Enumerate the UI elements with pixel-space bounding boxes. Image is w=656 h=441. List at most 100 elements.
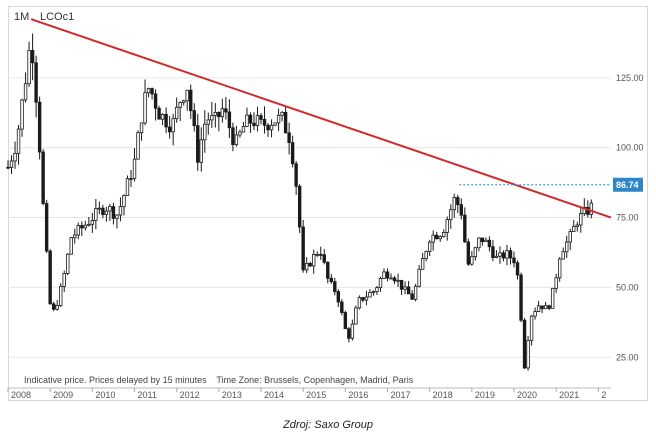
candle-body [132, 158, 137, 179]
candle-body [459, 204, 464, 216]
plot-border [8, 6, 648, 401]
candle-body [94, 208, 98, 221]
candle-body [30, 50, 35, 64]
x-tick-label: 2010 [95, 390, 115, 400]
candle-body [431, 234, 435, 243]
candle-body [297, 185, 302, 228]
candle-body [13, 153, 17, 162]
candle-body [199, 139, 203, 163]
candle-body [547, 305, 551, 309]
candle-body [438, 236, 442, 240]
candle-body [129, 178, 133, 180]
candle-body [512, 257, 516, 264]
candle-body [519, 274, 523, 321]
candle-body [104, 210, 109, 215]
candle-body [241, 126, 246, 133]
candle-body [389, 277, 393, 280]
candle-body [118, 206, 123, 216]
candle-body [333, 281, 337, 292]
candle-body [589, 202, 594, 215]
candle-body [231, 127, 235, 146]
candle-body [276, 114, 281, 124]
candle-body [442, 232, 446, 238]
candle-body [382, 271, 386, 279]
candle-body [312, 253, 316, 267]
candle-body [34, 62, 38, 103]
candle-body [536, 305, 541, 312]
candle-body [76, 225, 80, 236]
candle-body [203, 123, 207, 141]
x-tick-label: 2016 [348, 390, 368, 400]
candle-body [487, 239, 492, 248]
candle-body [269, 124, 274, 131]
candle-body [66, 253, 70, 274]
candle-body [494, 255, 499, 258]
y-tick-label: 100.00 [616, 143, 644, 153]
x-tick-label: 2015 [306, 390, 326, 400]
candle-body [160, 113, 165, 120]
candle-body [347, 328, 351, 339]
candle-body [501, 252, 506, 259]
candle-body [273, 122, 277, 126]
resistance-trendline [30, 18, 612, 219]
candle-body [575, 224, 579, 227]
candle-body [192, 110, 196, 127]
candle-body [217, 112, 221, 118]
candle-body [9, 160, 14, 168]
candle-body [213, 112, 218, 116]
candle-body [136, 132, 140, 160]
candle-body [304, 262, 309, 271]
candle-body [143, 92, 147, 124]
candle-body [290, 142, 295, 165]
candle-body [368, 292, 372, 298]
candle-body [108, 206, 112, 212]
candle-body [561, 251, 565, 260]
price-marker-layer: 86.74 [459, 177, 643, 192]
candle-body [283, 111, 288, 134]
candle-body [245, 114, 249, 127]
candle-body [456, 197, 460, 206]
candle-body [227, 111, 232, 129]
x-tick-label: 2018 [433, 390, 453, 400]
candle-body [579, 213, 583, 226]
candle-body [515, 262, 520, 276]
candle-body [410, 293, 414, 300]
candle-body [185, 89, 189, 102]
x-tick-label: 2012 [180, 390, 200, 400]
candle-body [73, 234, 77, 239]
x-tick-label: 2011 [138, 390, 157, 400]
candle-body [350, 323, 355, 339]
candle-body [403, 286, 407, 290]
candle-body [6, 166, 10, 169]
candle-body [90, 220, 95, 225]
candle-body [533, 311, 537, 317]
candle-body [210, 115, 214, 121]
candle-body [329, 277, 333, 283]
candle-body [16, 128, 21, 154]
timeframe-label: 1M [14, 11, 29, 23]
price-marker-box: 86.74 [613, 177, 643, 192]
candle-body [178, 102, 182, 108]
candle-body [326, 261, 330, 279]
candle-body [452, 197, 456, 211]
candle-body [371, 291, 376, 293]
candle-body [406, 286, 411, 295]
candle-body [498, 252, 502, 257]
candle-body [174, 106, 179, 120]
candle-body [470, 256, 474, 265]
candle-body [354, 307, 358, 325]
candle-body [262, 118, 267, 126]
candle-body [48, 250, 52, 305]
candle-body [146, 88, 151, 94]
candle-body [294, 163, 298, 187]
x-tick-label: 2009 [53, 390, 73, 400]
price-marker-bg [613, 177, 643, 192]
candle-body [582, 206, 586, 214]
candle-body [392, 277, 397, 282]
y-tick-label: 125.00 [616, 73, 644, 83]
candle-body [23, 83, 28, 101]
candle-body [37, 101, 42, 153]
candle-body [526, 340, 530, 369]
candle-body [343, 312, 348, 330]
